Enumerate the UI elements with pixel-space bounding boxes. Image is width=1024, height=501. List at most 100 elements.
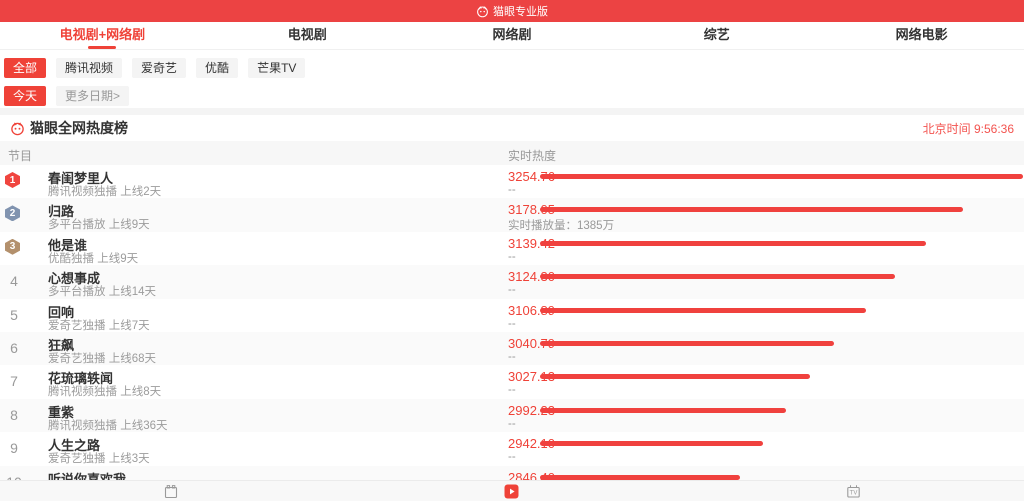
heat-bar bbox=[540, 474, 740, 480]
heat-value: 3254.76 bbox=[508, 169, 555, 184]
list-row[interactable]: 5 回响 爱奇艺独播 上线7天 3106.89 -- bbox=[0, 299, 1024, 332]
rank-number: 7 bbox=[10, 373, 18, 390]
show-title[interactable]: 重紫 bbox=[48, 404, 75, 420]
tv-icon: TV bbox=[846, 484, 861, 499]
rank-number: 4 bbox=[10, 273, 18, 290]
show-title[interactable]: 归路 bbox=[48, 204, 75, 220]
list-row[interactable]: 2 归路 多平台播放 上线9天 3178.05 实时播放量：1385万 bbox=[0, 198, 1024, 233]
heat-bar bbox=[540, 207, 963, 213]
rank-number: 9 bbox=[10, 440, 18, 457]
filter-iqiyi[interactable]: 爱奇艺 bbox=[132, 58, 187, 78]
rank-badge: 2 bbox=[5, 205, 20, 222]
show-subtitle: 优酷独播 上线9天 bbox=[48, 252, 139, 265]
calendar-icon bbox=[164, 484, 178, 499]
rank-number: 6 bbox=[10, 339, 18, 356]
heat-value: 3124.30 bbox=[508, 269, 555, 285]
show-subtitle: 多平台播放 上线14天 bbox=[48, 286, 156, 299]
filter-all[interactable]: 全部 bbox=[4, 58, 47, 78]
filter-section: 全部 腾讯视频 爱奇艺 优酷 芒果TV 今天 更多日期> bbox=[0, 50, 1024, 108]
bottom-nav-movies[interactable] bbox=[0, 481, 341, 501]
rank-number: 8 bbox=[10, 406, 18, 423]
date-filter-row: 今天 更多日期> bbox=[4, 86, 1024, 106]
show-title[interactable]: 人生之路 bbox=[48, 438, 101, 454]
tab-web-movie[interactable]: 网络电影 bbox=[895, 27, 948, 42]
list-row[interactable]: 6 狂飙 爱奇艺独播 上线68天 3040.79 -- bbox=[0, 331, 1024, 366]
heat-value: 3139.42 bbox=[508, 235, 555, 251]
heat-bar bbox=[540, 274, 895, 280]
maoyan-board-icon bbox=[11, 121, 24, 135]
ranking-list: 1 春闺梦里人 腾讯视频独播 上线2天 3254.76 -- 2 归路 多平台播放 上线9天 3… bbox=[0, 165, 1024, 499]
filter-tencent-video[interactable]: 腾讯视频 bbox=[56, 58, 123, 78]
maoyan-logo-icon bbox=[477, 5, 488, 17]
show-subtitle: 爱奇艺独播 上线7天 bbox=[48, 319, 150, 332]
tab-variety[interactable]: 综艺 bbox=[703, 27, 730, 42]
heat-value: 2942.10 bbox=[508, 436, 555, 452]
heat-bar bbox=[540, 307, 866, 313]
heat-subtext: -- bbox=[508, 184, 516, 196]
list-row[interactable]: 1 春闺梦里人 腾讯视频独播 上线2天 3254.76 -- bbox=[0, 165, 1024, 198]
bottom-nav-tv[interactable]: TV bbox=[683, 481, 1024, 501]
show-subtitle: 腾讯视频独播 上线2天 bbox=[48, 186, 162, 198]
show-subtitle: 爱奇艺独播 上线3天 bbox=[48, 453, 150, 466]
filter-more-dates[interactable]: 更多日期> bbox=[56, 86, 130, 106]
heat-value: 2992.23 bbox=[508, 402, 555, 418]
heat-subtext: -- bbox=[508, 284, 516, 297]
platform-filter-row: 全部 腾讯视频 爱奇艺 优酷 芒果TV bbox=[4, 58, 1024, 78]
show-title[interactable]: 花琉璃轶闻 bbox=[48, 371, 114, 387]
column-program: 节目 bbox=[8, 149, 33, 163]
heat-bar bbox=[540, 374, 810, 380]
list-row[interactable]: 7 花琉璃轶闻 腾讯视频独播 上线8天 3027.13 -- bbox=[0, 365, 1024, 398]
show-subtitle: 腾讯视频独播 上线8天 bbox=[48, 386, 162, 399]
list-row[interactable]: 4 心想事成 多平台播放 上线14天 3124.30 -- bbox=[0, 265, 1024, 299]
heat-subtext: -- bbox=[508, 350, 516, 363]
rank-number: 5 bbox=[10, 306, 18, 323]
show-title[interactable]: 他是谁 bbox=[48, 237, 88, 253]
show-title[interactable]: 春闺梦里人 bbox=[48, 171, 114, 186]
board-title: 猫眼全网热度榜 bbox=[30, 120, 128, 136]
heat-bar bbox=[540, 174, 1023, 179]
rank-badge: 3 bbox=[5, 238, 20, 255]
column-heat: 实时热度 bbox=[508, 149, 557, 163]
heat-subtext: 实时播放量：1385万 bbox=[508, 220, 615, 233]
filter-mango-tv[interactable]: 芒果TV bbox=[248, 58, 306, 78]
play-icon bbox=[504, 484, 519, 499]
show-title[interactable]: 心想事成 bbox=[48, 271, 101, 287]
filter-today[interactable]: 今天 bbox=[4, 86, 47, 106]
list-row[interactable]: 9 人生之路 爱奇艺独播 上线3天 2942.10 -- bbox=[0, 432, 1024, 465]
bottom-nav-series[interactable] bbox=[341, 481, 682, 501]
filter-youku[interactable]: 优酷 bbox=[196, 58, 239, 78]
app-title: 猫眼专业版 bbox=[493, 6, 548, 18]
beijing-time: 北京时间 9:56:36 bbox=[922, 121, 1014, 136]
heat-value: 3027.13 bbox=[508, 369, 555, 385]
heat-value: 3106.89 bbox=[508, 302, 555, 318]
show-title[interactable]: 狂飙 bbox=[48, 337, 75, 353]
list-row[interactable]: 3 他是谁 优酷独播 上线9天 3139.42 -- bbox=[0, 232, 1024, 265]
heat-value: 3040.79 bbox=[508, 335, 555, 351]
heat-subtext: -- bbox=[508, 317, 516, 330]
show-subtitle: 多平台播放 上线9天 bbox=[48, 219, 150, 232]
show-subtitle: 爱奇艺独播 上线68天 bbox=[48, 352, 156, 365]
heat-bar bbox=[540, 240, 926, 246]
show-title[interactable]: 回响 bbox=[48, 304, 75, 320]
list-row[interactable]: 8 重紫 腾讯视频独播 上线36天 2992.23 -- bbox=[0, 398, 1024, 433]
heat-value: 3178.05 bbox=[508, 202, 555, 218]
rank-badge: 1 bbox=[5, 172, 20, 188]
heat-bar bbox=[540, 407, 786, 413]
tab-tv[interactable]: 电视剧 bbox=[287, 27, 327, 42]
tab-web-series[interactable]: 网络剧 bbox=[492, 27, 532, 42]
heat-subtext: -- bbox=[508, 250, 516, 263]
table-header: 节目 实时热度 bbox=[0, 141, 1024, 165]
svg-text:TV: TV bbox=[849, 490, 857, 496]
heat-bar bbox=[540, 441, 763, 447]
top-app-bar: 猫眼专业版 bbox=[0, 0, 1024, 22]
bottom-nav-bar: TV bbox=[0, 480, 1024, 501]
show-subtitle: 腾讯视频独播 上线36天 bbox=[48, 419, 168, 432]
category-tabs: 电视剧+网络剧 电视剧 网络剧 综艺 网络电影 bbox=[0, 22, 1024, 50]
board-header: 猫眼全网热度榜 北京时间 9:56:36 bbox=[0, 115, 1024, 141]
heat-subtext: -- bbox=[508, 384, 516, 397]
tab-tv-plus-web[interactable]: 电视剧+网络剧 bbox=[0, 22, 205, 49]
heat-subtext: -- bbox=[508, 451, 516, 464]
heat-bar bbox=[540, 340, 834, 346]
section-divider bbox=[0, 108, 1024, 115]
